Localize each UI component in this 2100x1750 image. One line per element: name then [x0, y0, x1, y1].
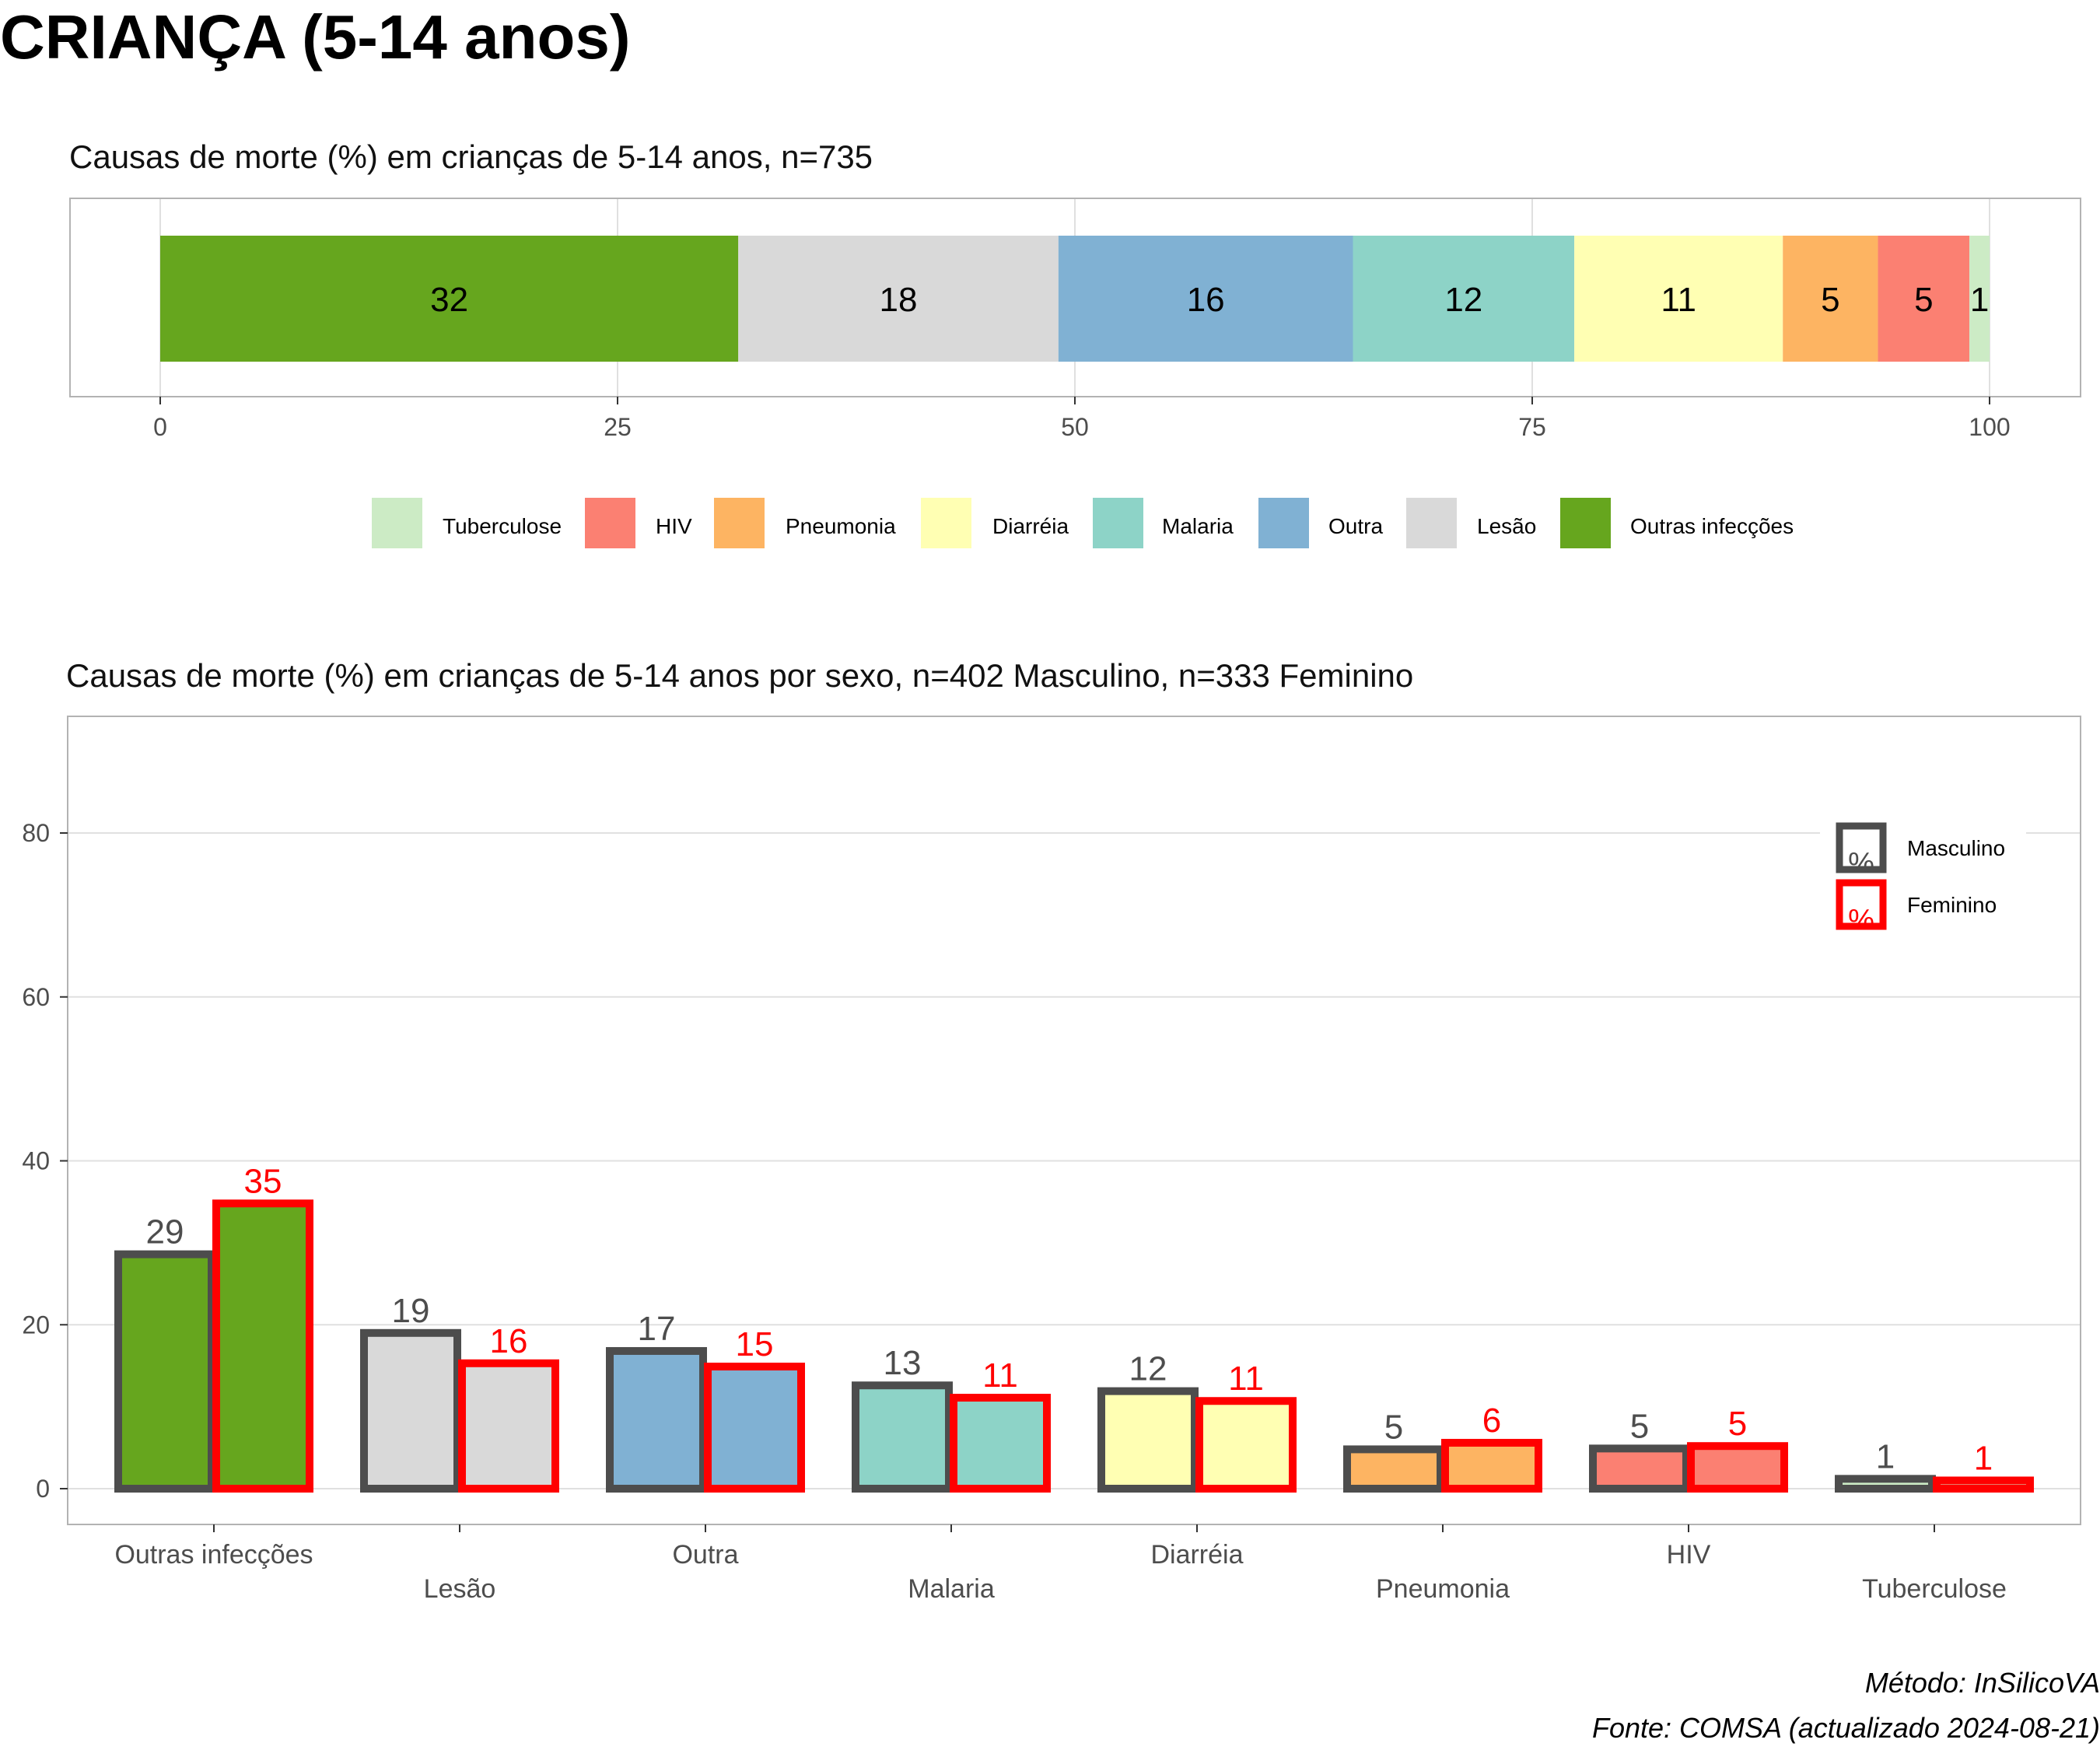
legend-key-pneumonia	[714, 498, 765, 548]
legend-key-glyph: %	[1848, 847, 1874, 880]
legend-key-masculino	[1836, 822, 1887, 873]
y-tick-label: 60	[22, 983, 50, 1011]
y-tick-label: 40	[22, 1147, 50, 1175]
legend-label-outra: Outra	[1328, 514, 1383, 538]
stack-segment-outra	[1058, 236, 1353, 362]
legend-key-diarreia	[921, 498, 971, 548]
bar-value-label: 29	[146, 1213, 184, 1251]
x-tick-label: 50	[1061, 413, 1089, 441]
stack-segment-label: 18	[880, 281, 918, 319]
bar-value-label: 5	[1728, 1405, 1747, 1443]
legend-label-lesao: Lesão	[1477, 514, 1536, 538]
legend-label-pneumonia: Pneumonia	[786, 514, 896, 538]
legend-key-outras-infeccoes	[1560, 498, 1611, 548]
stack-segment-outras-infeccoes	[160, 236, 739, 362]
bar-value-label: 1	[1876, 1437, 1895, 1475]
legend-key-tuberculose	[372, 498, 422, 548]
x-tick-label: 25	[604, 413, 632, 441]
y-tick-label: 20	[22, 1311, 50, 1339]
bar-value-label: 17	[638, 1310, 676, 1348]
caption-method: Método: InSilicoVA	[1864, 1667, 2100, 1699]
bar-feminino-outra	[704, 1362, 805, 1493]
bar-value-label: 11	[1228, 1360, 1264, 1398]
page-title: CRIANÇA (5-14 anos)	[0, 2, 631, 72]
bar-value-label: 19	[392, 1292, 430, 1330]
legend-key-lesao	[1406, 498, 1457, 548]
bar-value-label: 6	[1482, 1402, 1501, 1440]
legend-label-malaria: Malaria	[1162, 514, 1234, 538]
stack-segment-label: 32	[430, 281, 468, 319]
stack-segment-label: 16	[1187, 281, 1225, 319]
legend-label-tuberculose: Tuberculose	[443, 514, 562, 538]
legend-key-glyph: %	[1848, 904, 1874, 936]
bar-feminino-lesao	[458, 1359, 559, 1493]
bar-masculino-pneumonia	[1343, 1445, 1444, 1493]
legend-key-hiv	[585, 498, 635, 548]
bar-value-label: 16	[490, 1322, 528, 1360]
x-tick-label-diarreia: Diarréia	[1150, 1540, 1243, 1570]
y-tick-label: 0	[36, 1475, 50, 1503]
stacked-chart-legend: Tuberculose HIV Pneumonia Diarréia Malaria Ou…	[372, 498, 1794, 548]
stack-segment-label: 5	[1914, 281, 1933, 319]
stacked-chart-title: Causas de morte (%) em crianças de 5-14 …	[69, 138, 873, 175]
bar-feminino-malaria	[950, 1394, 1051, 1493]
bar-value-label: 35	[244, 1162, 282, 1200]
legend-key-feminino	[1836, 879, 1887, 930]
legend-label-outras-infeccoes: Outras infecções	[1630, 514, 1794, 538]
bar-value-label: 1	[1974, 1439, 1993, 1477]
sex-chart-legend: % Masculino% Feminino	[1820, 813, 2026, 937]
bar-feminino-pneumonia	[1441, 1438, 1542, 1493]
bar-masculino-lesao	[360, 1328, 461, 1493]
x-tick-label-malaria: Malaria	[908, 1574, 995, 1604]
legend-label-hiv: HIV	[656, 514, 692, 538]
x-tick-label-lesao: Lesão	[424, 1574, 496, 1604]
legend-label-feminino: Feminino	[1907, 893, 1997, 917]
stack-segment-diarreia	[1574, 236, 1783, 362]
legend-key-outra	[1258, 498, 1309, 548]
stack-segment-label: 5	[1821, 281, 1839, 319]
stack-segment-label: 11	[1661, 281, 1696, 319]
x-tick-label: 100	[1969, 413, 2010, 441]
bar-masculino-tuberculose	[1835, 1475, 1936, 1493]
stack-segment-tuberculose	[1969, 236, 1990, 362]
stack-segment-pneumonia	[1783, 236, 1878, 362]
bar-value-label: 5	[1630, 1407, 1649, 1445]
caption-source: Fonte: COMSA (actualizado 2024-08-21)	[1592, 1712, 2100, 1744]
x-tick-label: 0	[153, 413, 167, 441]
bar-feminino-hiv	[1687, 1442, 1788, 1493]
stack-segment-label: 1	[1970, 281, 1989, 319]
stack-segment-label: 12	[1444, 281, 1482, 319]
bar-value-label: 5	[1384, 1408, 1403, 1446]
bar-value-label: 13	[884, 1344, 922, 1382]
bar-masculino-diarreia	[1097, 1387, 1199, 1493]
x-tick-label-pneumonia: Pneumonia	[1376, 1574, 1510, 1604]
stack-segment-hiv	[1878, 236, 1970, 362]
bar-feminino-outras-infeccoes	[212, 1199, 313, 1493]
y-tick-label: 80	[22, 819, 50, 847]
legend-label-diarreia: Diarréia	[992, 514, 1069, 538]
x-tick-label: 75	[1518, 413, 1546, 441]
bar-chart-title: Causas de morte (%) em crianças de 5-14 …	[66, 657, 1414, 694]
legend-key-malaria	[1093, 498, 1143, 548]
bar-masculino-outra	[606, 1346, 707, 1493]
stack-segment-malaria	[1353, 236, 1575, 362]
bar-value-label: 12	[1129, 1350, 1167, 1388]
bar-feminino-tuberculose	[1933, 1476, 2034, 1493]
stack-segment-lesao	[738, 236, 1059, 362]
bar-masculino-hiv	[1589, 1444, 1690, 1493]
legend-label-masculino: Masculino	[1907, 836, 2005, 860]
x-tick-label-outra: Outra	[672, 1540, 738, 1570]
bar-masculino-malaria	[852, 1381, 953, 1493]
bar-feminino-diarreia	[1195, 1397, 1297, 1493]
x-tick-label-tuberculose: Tuberculose	[1862, 1574, 2007, 1604]
x-tick-label-outras-infeccoes: Outras infecções	[114, 1540, 313, 1570]
bar-value-label: 11	[982, 1356, 1018, 1395]
bar-masculino-outras-infeccoes	[114, 1250, 215, 1493]
bar-value-label: 15	[736, 1325, 774, 1363]
x-tick-label-hiv: HIV	[1667, 1540, 1711, 1570]
